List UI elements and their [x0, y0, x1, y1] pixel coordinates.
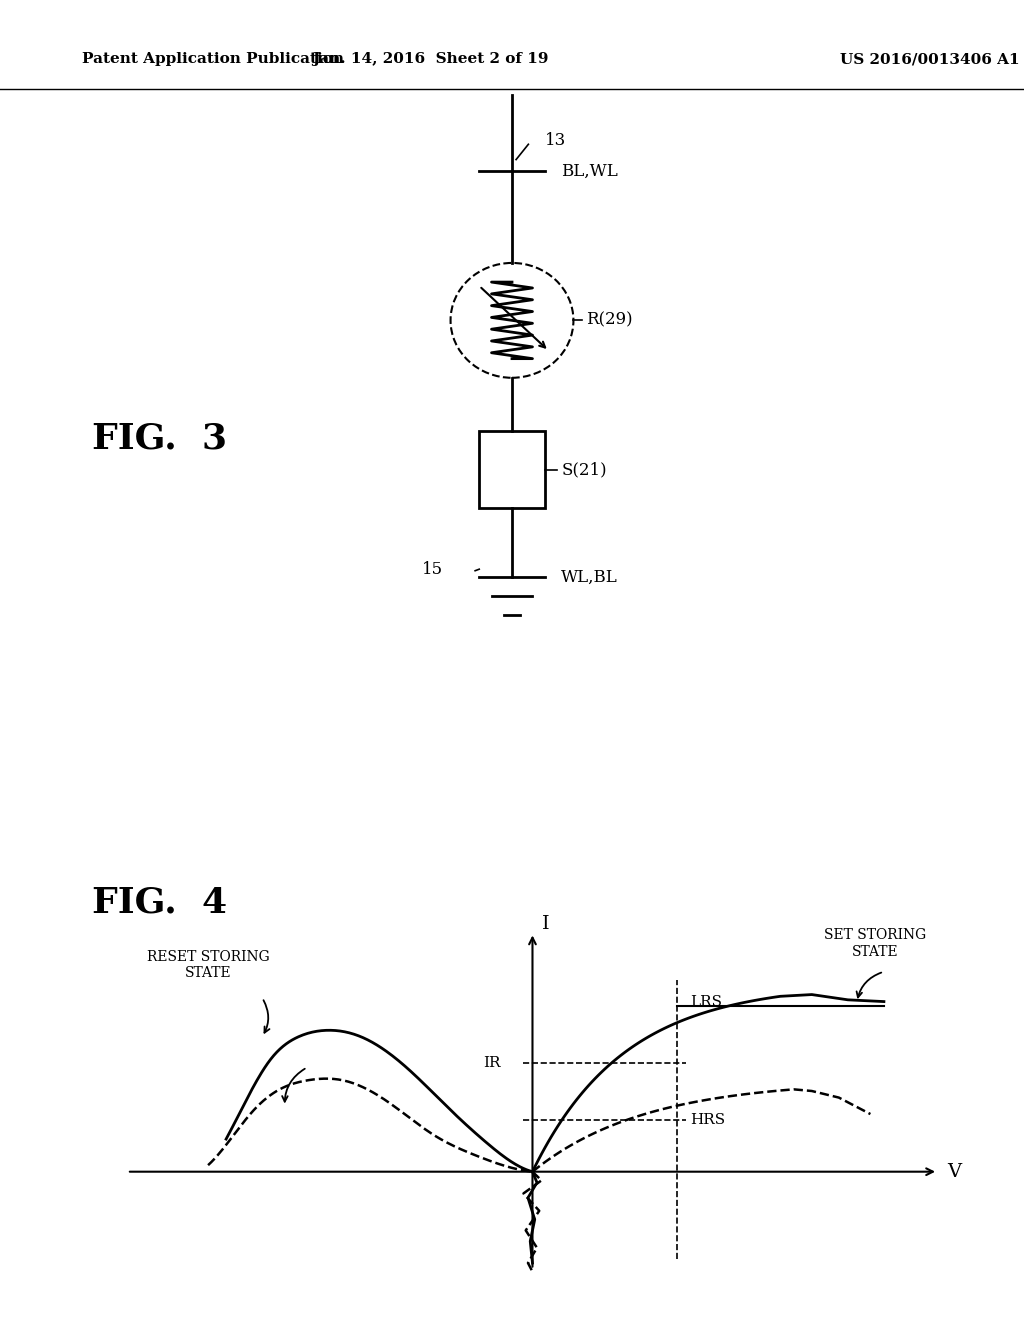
- Text: SET STORING
STATE: SET STORING STATE: [823, 928, 926, 958]
- Text: FIG.  4: FIG. 4: [92, 886, 227, 920]
- Text: BL,WL: BL,WL: [561, 162, 617, 180]
- Text: R(29): R(29): [586, 312, 633, 329]
- Text: US 2016/0013406 A1: US 2016/0013406 A1: [840, 53, 1019, 66]
- Text: S(21): S(21): [561, 461, 607, 478]
- Text: Jan. 14, 2016  Sheet 2 of 19: Jan. 14, 2016 Sheet 2 of 19: [312, 53, 548, 66]
- Bar: [479, 432, 545, 508]
- Text: WL,BL: WL,BL: [561, 569, 617, 585]
- Text: 15: 15: [422, 561, 443, 578]
- Text: Patent Application Publication: Patent Application Publication: [82, 53, 344, 66]
- Text: IR: IR: [483, 1056, 501, 1071]
- Text: HRS: HRS: [690, 1113, 725, 1126]
- Text: LRS: LRS: [690, 995, 722, 1008]
- Text: I: I: [542, 915, 549, 932]
- Text: 13: 13: [545, 132, 566, 149]
- Text: RESET STORING
STATE: RESET STORING STATE: [146, 950, 269, 981]
- Text: V: V: [947, 1163, 962, 1180]
- Text: FIG.  3: FIG. 3: [92, 421, 227, 455]
